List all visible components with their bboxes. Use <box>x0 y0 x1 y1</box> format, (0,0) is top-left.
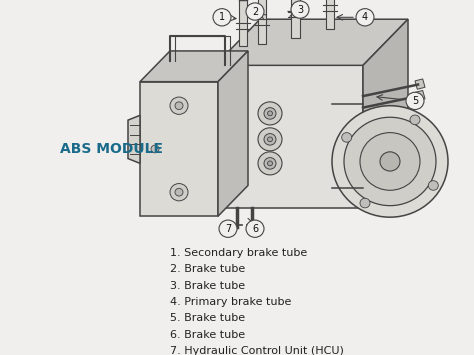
Circle shape <box>267 161 273 166</box>
Bar <box>258 0 266 44</box>
Circle shape <box>291 1 309 18</box>
Circle shape <box>267 137 273 142</box>
Circle shape <box>360 133 420 190</box>
Text: 1: 1 <box>219 12 225 22</box>
Circle shape <box>258 128 282 151</box>
Text: 1. Secondary brake tube: 1. Secondary brake tube <box>170 248 307 258</box>
Circle shape <box>428 181 438 190</box>
Text: 7. Hydraulic Control Unit (HCU): 7. Hydraulic Control Unit (HCU) <box>170 346 344 355</box>
Text: 6. Brake tube: 6. Brake tube <box>170 330 245 340</box>
Text: 6: 6 <box>252 224 258 234</box>
Circle shape <box>264 108 276 119</box>
Text: 5. Brake tube: 5. Brake tube <box>170 313 245 323</box>
Polygon shape <box>218 51 248 216</box>
Text: 7: 7 <box>225 224 231 234</box>
Text: 4. Primary brake tube: 4. Primary brake tube <box>170 297 292 307</box>
Circle shape <box>267 111 273 116</box>
Polygon shape <box>140 51 248 82</box>
Circle shape <box>246 3 264 20</box>
Circle shape <box>356 9 374 26</box>
Circle shape <box>264 158 276 169</box>
Circle shape <box>410 115 420 125</box>
Circle shape <box>258 152 282 175</box>
Text: 4: 4 <box>362 12 368 22</box>
Bar <box>415 91 425 101</box>
Circle shape <box>360 198 370 208</box>
Circle shape <box>344 117 436 206</box>
Polygon shape <box>363 19 408 208</box>
Circle shape <box>151 145 159 153</box>
Circle shape <box>332 106 448 217</box>
Circle shape <box>258 102 282 125</box>
Bar <box>326 0 334 29</box>
Text: 2: 2 <box>252 6 258 17</box>
Circle shape <box>246 220 264 237</box>
Text: 3: 3 <box>297 5 303 15</box>
Circle shape <box>406 92 424 110</box>
Circle shape <box>170 184 188 201</box>
Polygon shape <box>128 115 140 163</box>
Circle shape <box>213 9 231 26</box>
Bar <box>140 82 218 216</box>
Circle shape <box>175 189 183 196</box>
Bar <box>239 0 247 46</box>
Circle shape <box>219 220 237 237</box>
Polygon shape <box>215 19 408 65</box>
Bar <box>415 79 425 89</box>
Text: 3. Brake tube: 3. Brake tube <box>170 280 245 291</box>
Circle shape <box>264 133 276 145</box>
Text: 2. Brake tube: 2. Brake tube <box>170 264 245 274</box>
Bar <box>291 0 300 38</box>
Circle shape <box>170 97 188 114</box>
Text: ABS MODULE: ABS MODULE <box>60 142 163 156</box>
Text: 5: 5 <box>412 96 418 106</box>
Circle shape <box>380 152 400 171</box>
Bar <box>215 65 363 208</box>
Circle shape <box>175 102 183 110</box>
Circle shape <box>342 133 352 142</box>
